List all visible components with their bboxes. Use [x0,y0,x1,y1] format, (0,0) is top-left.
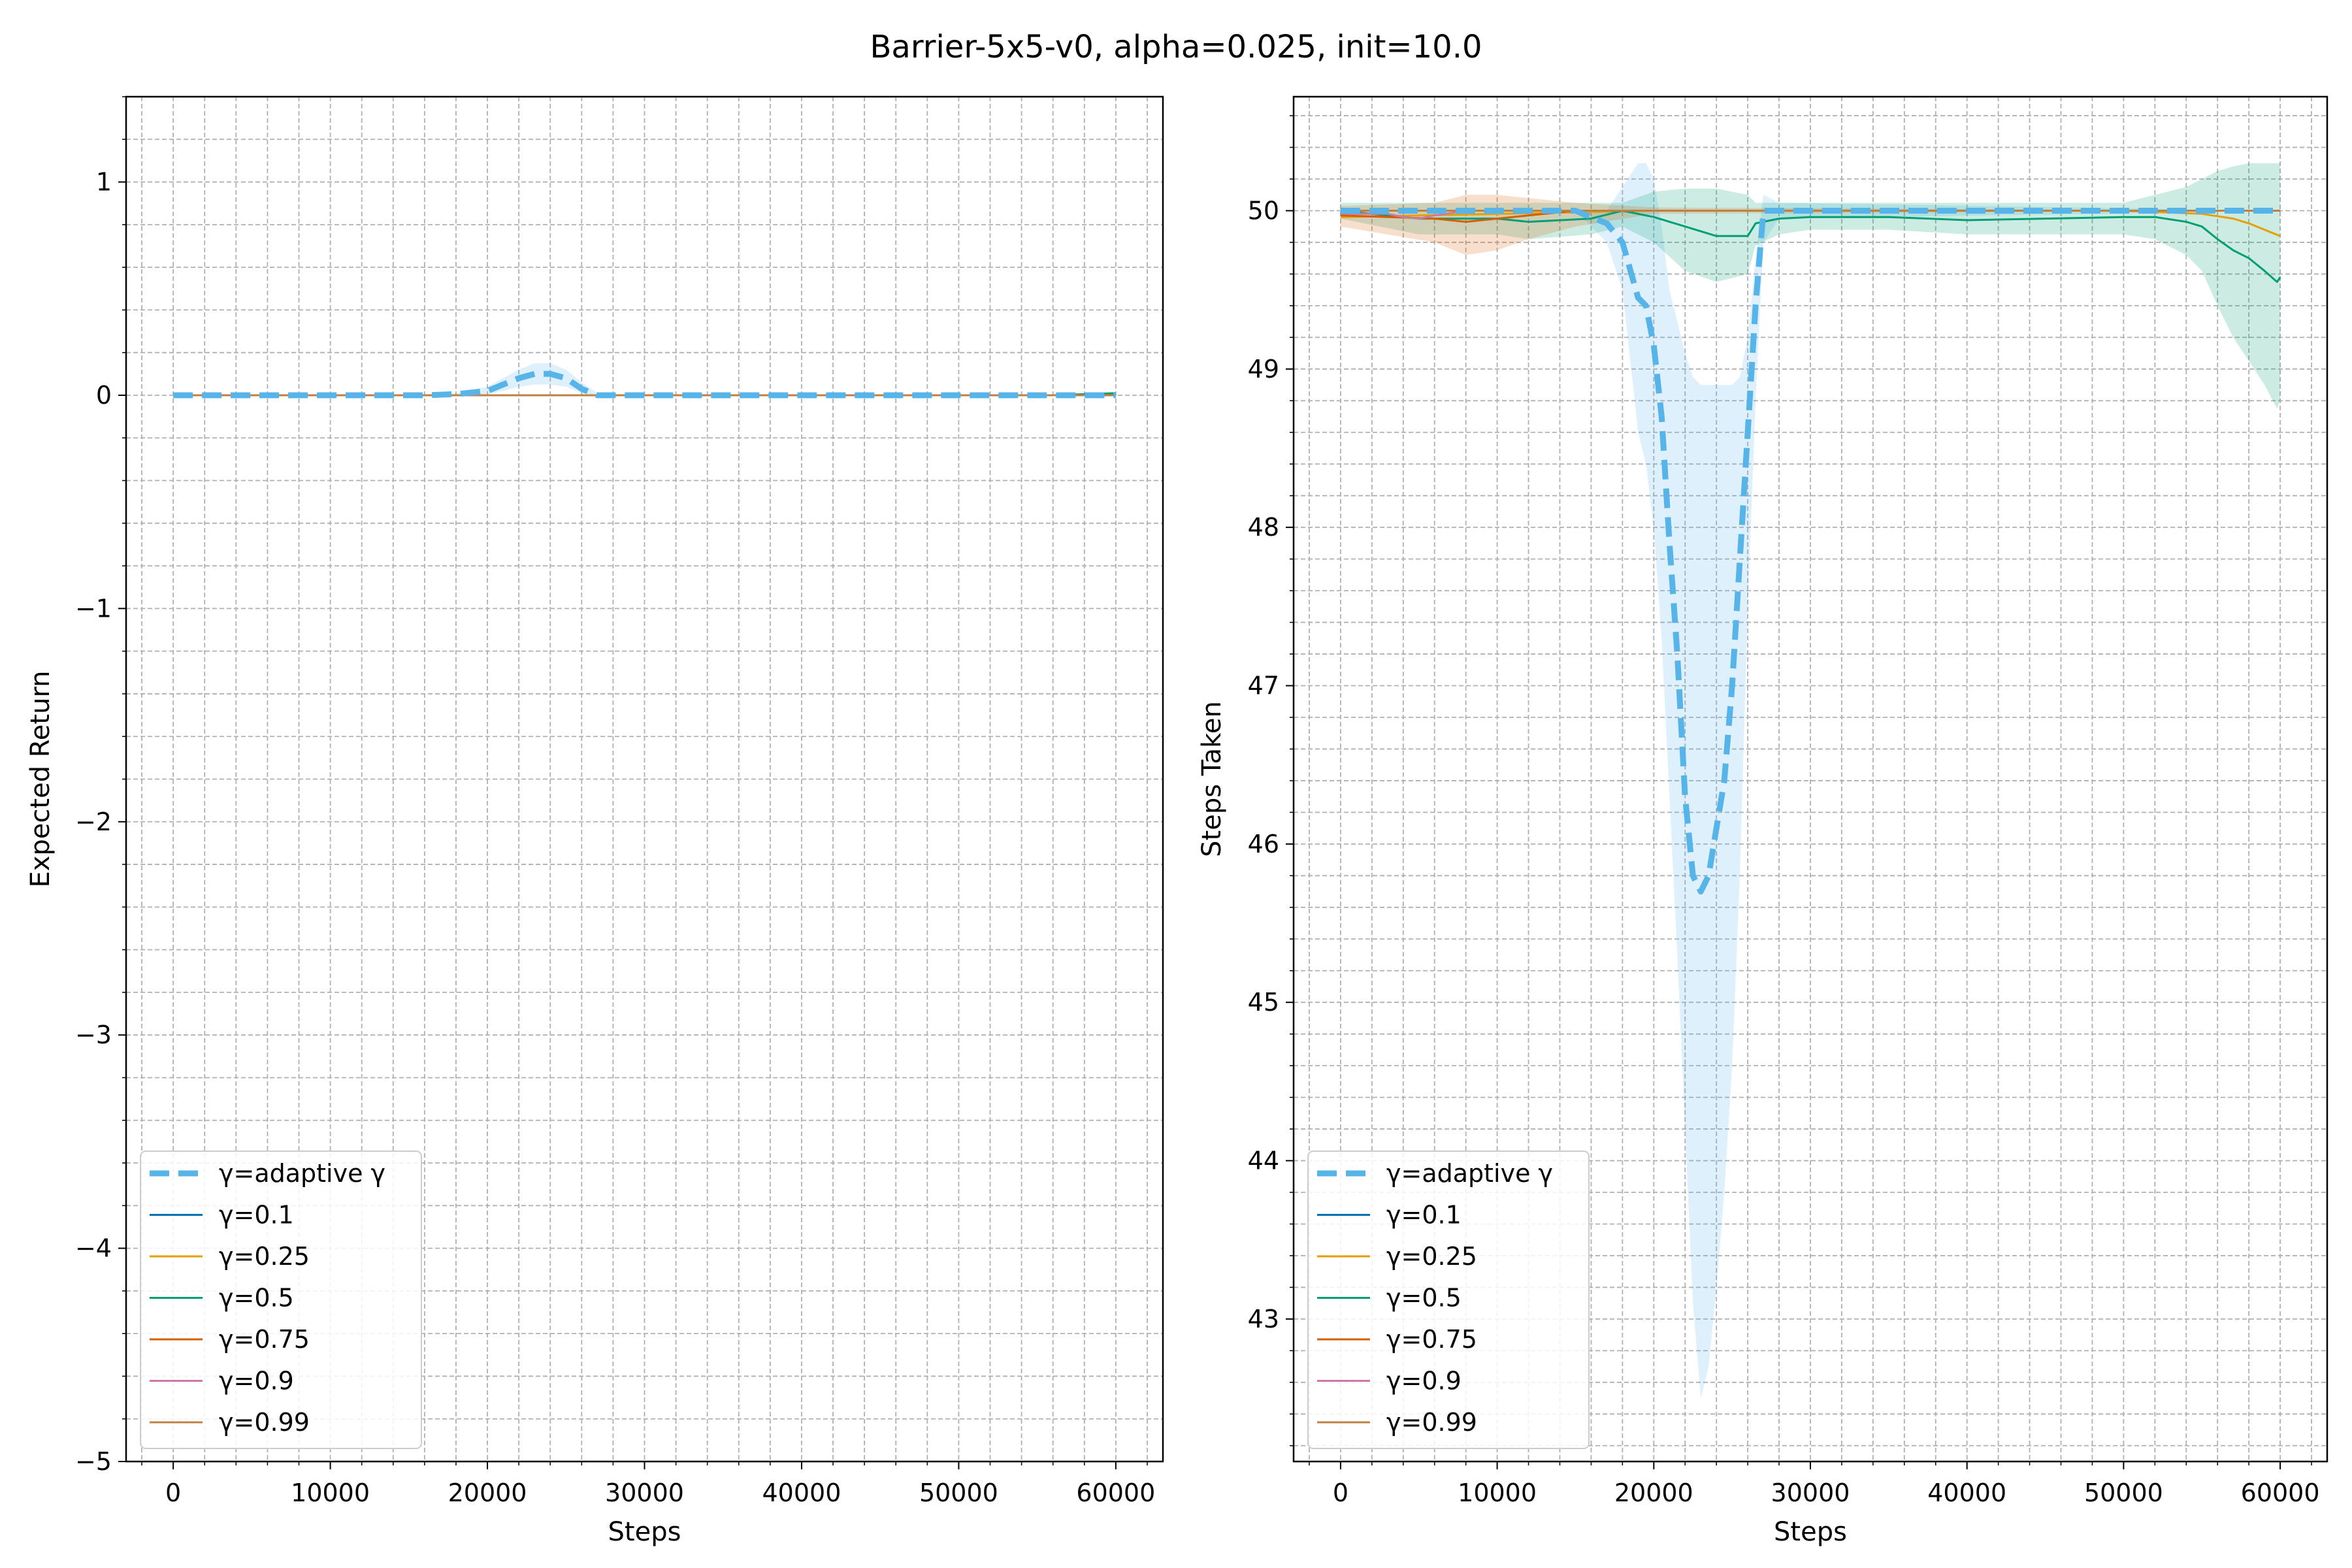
y-tick-label: 48 [1248,513,1279,542]
x-tick-label: 50000 [2084,1478,2163,1507]
series-line-3 [1340,210,2281,283]
y-tick-label: −4 [75,1234,112,1263]
legend-label-1: γ=0.1 [219,1201,294,1230]
ticks: 0 10000 20000 30000 40000 50000 60000 1 0 −1 −2 −3 −… [75,96,1155,1507]
legend-frame [140,1151,422,1449]
y-tick-label: 50 [1248,196,1279,225]
y-tick-label: 43 [1248,1305,1279,1333]
x-tick-label: 0 [1333,1478,1348,1507]
x-axis-label: Steps [1774,1517,1847,1547]
x-tick-label: 10000 [291,1478,370,1507]
x-tick-label: 20000 [1614,1478,1693,1507]
legend-label-0: γ=adaptive γ [219,1159,385,1188]
y-axis-label: Expected Return [25,670,56,887]
x-tick-label: 30000 [605,1478,684,1507]
y-tick-label: 45 [1248,988,1279,1017]
x-axis-label: Steps [608,1517,681,1547]
x-tick-label: 50000 [919,1478,998,1507]
figure-title: Barrier-5x5-v0, alpha=0.025, init=10.0 [870,29,1482,65]
legend-label-6: γ=0.99 [219,1408,310,1437]
legend-frame [1307,1151,1590,1449]
legend: γ=adaptive γ γ=0.1 γ=0.25 γ=0.5 γ=0.75 γ=0.9 γ… [1307,1151,1590,1449]
series-band-3 [1340,163,2281,409]
legend-label-5: γ=0.9 [219,1367,294,1396]
legend-label-0: γ=adaptive γ [1386,1159,1553,1188]
x-tick-label: 60000 [2241,1478,2320,1507]
legend-label-3: γ=0.5 [219,1284,294,1313]
panel-steps-taken: 0 10000 20000 30000 40000 50000 60000 50 49 48 47 4… [1197,95,2328,1547]
y-tick-label: −1 [75,594,112,623]
legend-label-4: γ=0.75 [1386,1325,1477,1354]
y-tick-label: −2 [75,808,112,836]
legend-label-3: γ=0.5 [1386,1284,1462,1313]
y-tick-label: −3 [75,1021,112,1049]
y-tick-label: −5 [75,1447,112,1476]
series-line-0 [1340,208,2281,895]
ticks: 0 10000 20000 30000 40000 50000 60000 50 49 48 47 4… [1248,115,2320,1507]
x-tick-label: 20000 [448,1478,527,1507]
plot-area [1340,163,2281,1399]
series-line-0 [173,370,1116,399]
panel-expected-return: 0 10000 20000 30000 40000 50000 60000 1 0 −1 −2 −3 −… [25,95,1164,1547]
legend-label-1: γ=0.1 [1386,1201,1462,1230]
legend-label-6: γ=0.99 [1386,1408,1477,1437]
x-tick-label: 0 [165,1478,181,1507]
legend-label-2: γ=0.25 [1386,1242,1477,1271]
y-tick-label: 49 [1248,355,1279,384]
x-tick-label: 30000 [1771,1478,1850,1507]
legend-label-5: γ=0.9 [1386,1367,1462,1396]
y-tick-label: 1 [96,168,112,197]
legend-label-2: γ=0.25 [219,1242,310,1271]
x-tick-label: 60000 [1076,1478,1155,1507]
plot-area [173,363,1116,399]
y-tick-label: 0 [96,381,112,410]
x-tick-label: 10000 [1458,1478,1537,1507]
legend-label-4: γ=0.75 [219,1325,310,1354]
y-axis-label: Steps Taken [1197,701,1227,857]
legend: γ=adaptive γ γ=0.1 γ=0.25 γ=0.5 γ=0.75 γ=0.9 γ… [140,1151,422,1449]
x-tick-label: 40000 [762,1478,841,1507]
y-tick-label: 46 [1248,830,1279,858]
x-tick-label: 40000 [1927,1478,2006,1507]
y-tick-label: 47 [1248,672,1279,700]
y-tick-label: 44 [1248,1147,1279,1175]
